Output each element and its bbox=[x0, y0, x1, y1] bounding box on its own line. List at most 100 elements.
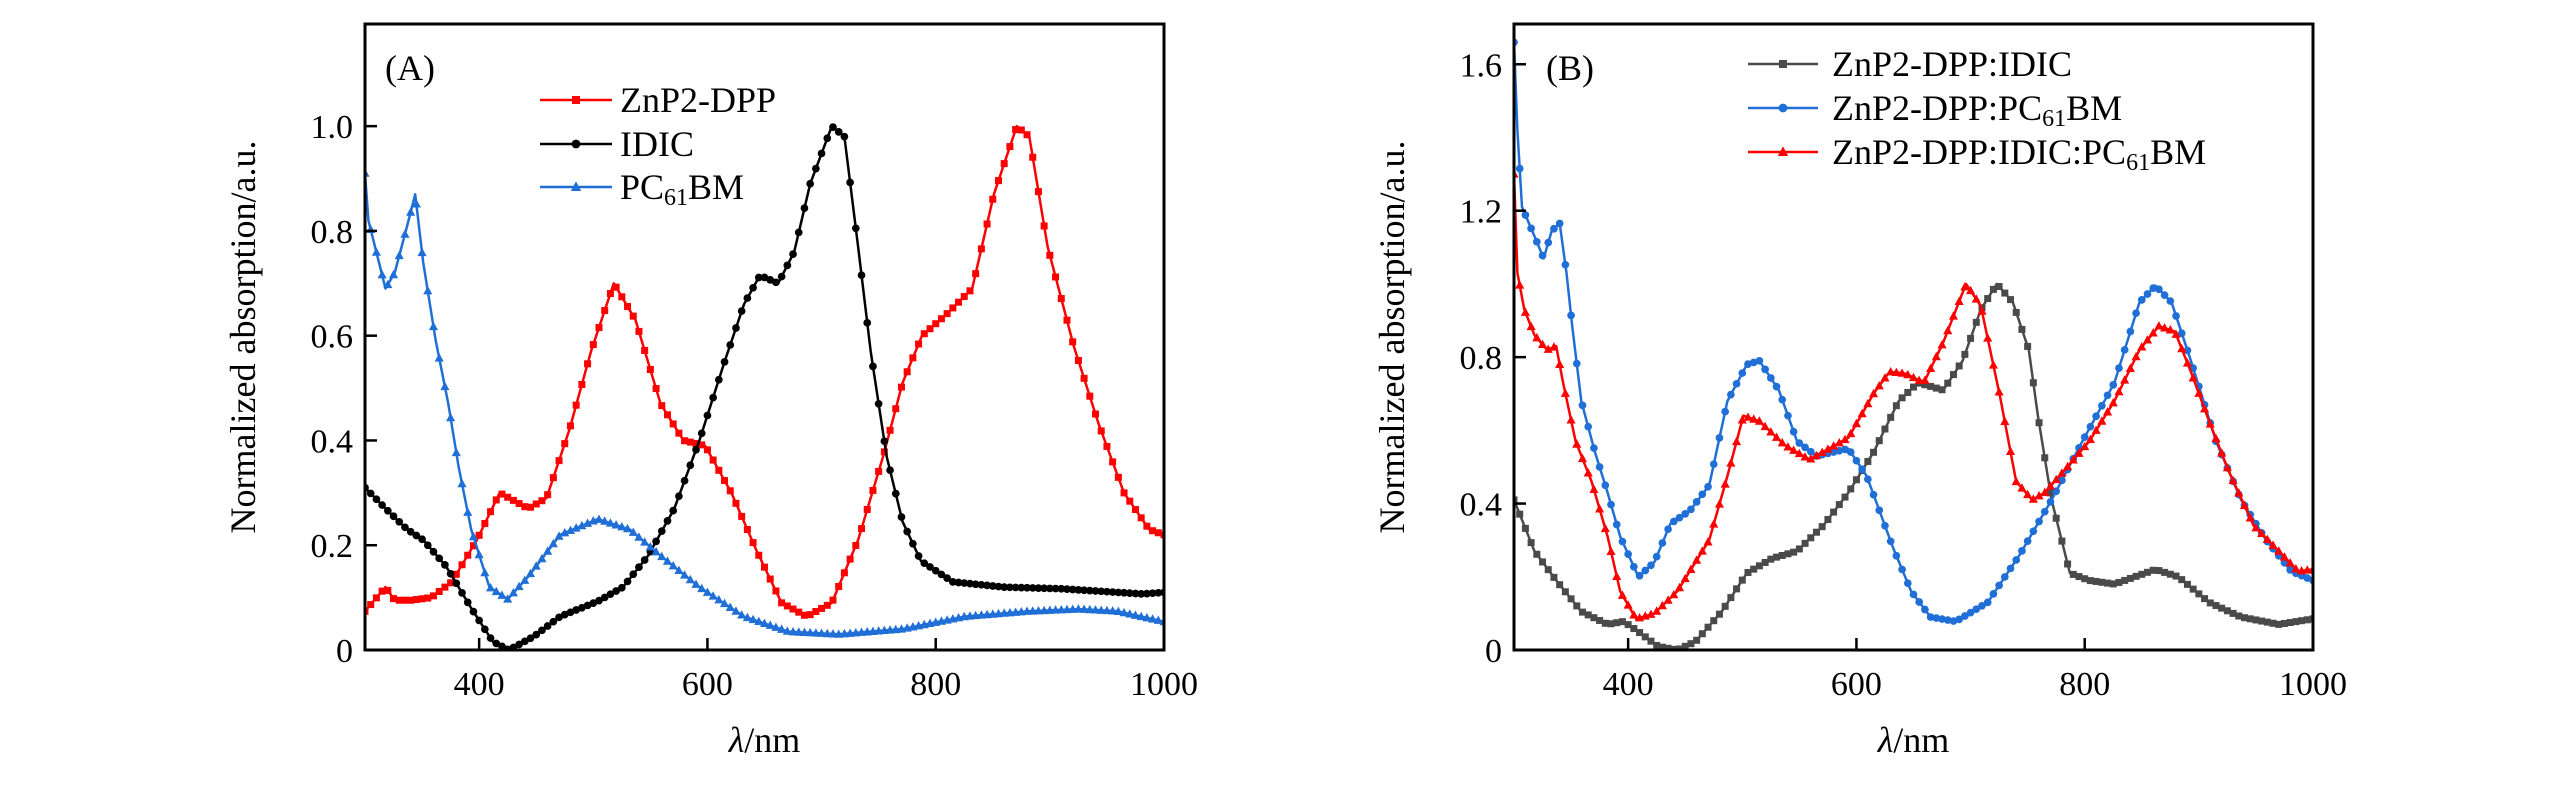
data-point-ZnP2-DPP:PC61BM bbox=[1675, 513, 1684, 522]
data-point-ZnP2-DPP:IDIC:PC61BM bbox=[1800, 452, 1810, 461]
data-point-ZnP2-DPP bbox=[652, 385, 660, 393]
panel-b: 400 600 800 1000 0 0.4 0.8 1.2 1.6 λ/nm Normalized… bbox=[1372, 22, 2347, 760]
data-point-IDIC bbox=[777, 272, 786, 281]
data-point-IDIC bbox=[926, 563, 934, 571]
data-point-ZnP2-DPP:IDIC:PC61BM bbox=[2000, 416, 2010, 425]
data-point-ZnP2-DPP:PC61BM bbox=[1584, 422, 1593, 431]
data-point-ZnP2-DPP:IDIC bbox=[2104, 579, 2112, 587]
data-point-ZnP2-DPP:PC61BM bbox=[1652, 552, 1661, 561]
data-point-ZnP2-DPP bbox=[1114, 473, 1122, 481]
data-point-ZnP2-DPP:IDIC:PC61BM bbox=[1720, 479, 1730, 488]
legend-label: ZnP2-DPP:IDIC bbox=[1832, 44, 2072, 84]
data-point-ZnP2-DPP bbox=[761, 563, 768, 571]
data-point-ZnP2-DPP:IDIC:PC61BM bbox=[2074, 448, 2084, 457]
data-point-PC61BM bbox=[754, 616, 764, 626]
data-point-PC61BM bbox=[725, 602, 735, 611]
data-point-ZnP2-DPP:PC61BM bbox=[1892, 551, 1901, 560]
data-point-ZnP2-DPP:PC61BM bbox=[1983, 598, 1992, 607]
data-point-ZnP2-DPP:IDIC:PC61BM bbox=[1566, 415, 1576, 424]
data-point-ZnP2-DPP:PC61BM bbox=[1692, 497, 1701, 506]
data-point-ZnP2-DPP:IDIC:PC61BM bbox=[1692, 555, 1702, 564]
series-line-ZnP2-DPP bbox=[365, 124, 1164, 618]
data-point-ZnP2-DPP:IDIC bbox=[2303, 616, 2311, 624]
data-point-ZnP2-DPP:PC61BM bbox=[1732, 379, 1741, 388]
data-point-IDIC bbox=[1125, 589, 1134, 597]
data-point-PC61BM bbox=[520, 575, 530, 584]
data-point-ZnP2-DPP:IDIC bbox=[2143, 568, 2151, 576]
data-point-ZnP2-DPP bbox=[943, 310, 951, 318]
data-point-ZnP2-DPP bbox=[555, 457, 563, 465]
data-point-IDIC bbox=[1143, 589, 1151, 598]
data-point-ZnP2-DPP:IDIC bbox=[1601, 619, 1609, 627]
data-point-ZnP2-DPP:IDIC:PC61BM bbox=[2285, 558, 2295, 567]
data-point-ZnP2-DPP:IDIC bbox=[2132, 572, 2140, 580]
data-point-PC61BM bbox=[371, 247, 381, 256]
data-point-ZnP2-DPP:IDIC bbox=[1687, 640, 1695, 648]
data-point-ZnP2-DPP:IDIC:PC61BM bbox=[1926, 363, 1936, 373]
data-point-IDIC bbox=[846, 178, 854, 187]
data-point-ZnP2-DPP bbox=[624, 302, 632, 310]
data-point-ZnP2-DPP bbox=[458, 561, 466, 569]
data-point-PC61BM bbox=[691, 579, 701, 588]
data-point-ZnP2-DPP:IDIC:PC61BM bbox=[1606, 546, 1616, 555]
data-point-ZnP2-DPP bbox=[818, 604, 826, 612]
data-point-PC61BM bbox=[822, 628, 832, 638]
data-point-ZnP2-DPP:IDIC bbox=[1527, 539, 1535, 547]
data-point-ZnP2-DPP bbox=[532, 500, 540, 508]
data-point-ZnP2-DPP bbox=[937, 315, 945, 323]
data-point-ZnP2-DPP:PC61BM bbox=[2000, 573, 2009, 581]
legend-label: ZnP2-DPP bbox=[620, 80, 776, 120]
data-point-PC61BM bbox=[531, 561, 541, 570]
data-point-ZnP2-DPP:PC61BM bbox=[1869, 490, 1878, 499]
data-point-ZnP2-DPP bbox=[663, 411, 671, 419]
data-point-ZnP2-DPP:IDIC bbox=[1641, 633, 1649, 641]
data-point-ZnP2-DPP:IDIC:PC61BM bbox=[2182, 358, 2192, 367]
data-point-ZnP2-DPP:IDIC bbox=[1653, 641, 1661, 649]
data-point-PC61BM bbox=[817, 628, 827, 637]
data-point-ZnP2-DPP:PC61BM bbox=[1801, 443, 1809, 452]
data-point-IDIC bbox=[623, 577, 632, 586]
data-point-ZnP2-DPP:IDIC bbox=[1750, 565, 1758, 573]
data-point-ZnP2-DPP:IDIC:PC61BM bbox=[1726, 458, 1736, 467]
series-group bbox=[365, 123, 1164, 650]
data-point-IDIC bbox=[732, 324, 740, 332]
data-point-PC61BM bbox=[508, 588, 518, 597]
data-point-ZnP2-DPP bbox=[1109, 458, 1117, 466]
data-point-ZnP2-DPP bbox=[549, 474, 557, 482]
data-point-ZnP2-DPP bbox=[738, 512, 746, 520]
data-point-ZnP2-DPP:IDIC:PC61BM bbox=[2234, 488, 2244, 497]
data-point-ZnP2-DPP:IDIC:PC61BM bbox=[1543, 344, 1553, 353]
data-point-ZnP2-DPP:IDIC bbox=[2121, 576, 2129, 584]
data-point-ZnP2-DPP:IDIC:PC61BM bbox=[2279, 552, 2290, 561]
data-point-ZnP2-DPP:PC61BM bbox=[1806, 447, 1815, 456]
y-tick-label: 1.2 bbox=[1460, 194, 1503, 231]
data-point-ZnP2-DPP bbox=[441, 583, 449, 591]
data-point-ZnP2-DPP:PC61BM bbox=[1841, 445, 1849, 454]
data-point-ZnP2-DPP:PC61BM bbox=[1561, 260, 1570, 269]
data-point-ZnP2-DPP:IDIC:PC61BM bbox=[1760, 421, 1770, 431]
data-point-ZnP2-DPP:IDIC bbox=[2041, 454, 2049, 462]
data-point-IDIC bbox=[714, 375, 723, 384]
data-point-IDIC bbox=[1085, 586, 1094, 595]
data-point-PC61BM bbox=[491, 586, 501, 596]
data-point-ZnP2-DPP:PC61BM bbox=[1624, 550, 1632, 558]
data-point-PC61BM bbox=[697, 583, 707, 593]
data-point-ZnP2-DPP:PC61BM bbox=[1709, 460, 1718, 469]
data-point-ZnP2-DPP:IDIC bbox=[2183, 580, 2191, 588]
x-axis-label: λ/nm bbox=[1877, 720, 1950, 760]
data-point-ZnP2-DPP:IDIC:PC61BM bbox=[2091, 425, 2101, 434]
data-point-ZnP2-DPP bbox=[452, 570, 460, 578]
data-point-ZnP2-DPP:IDIC bbox=[1795, 545, 1803, 553]
data-point-IDIC bbox=[486, 634, 495, 642]
legend-item-ZnP2-DPP: ZnP2-DPP bbox=[540, 80, 776, 120]
data-point-IDIC bbox=[686, 461, 695, 470]
data-point-PC61BM bbox=[571, 523, 581, 532]
legend-label: IDIC bbox=[620, 124, 694, 164]
data-point-ZnP2-DPP:IDIC bbox=[1927, 382, 1935, 390]
y-tick-label: 1.0 bbox=[311, 109, 354, 146]
data-point-ZnP2-DPP:IDIC bbox=[1881, 425, 1889, 433]
data-point-ZnP2-DPP:IDIC bbox=[2069, 570, 2077, 578]
data-point-IDIC bbox=[948, 578, 957, 586]
data-point-ZnP2-DPP bbox=[492, 496, 500, 504]
data-point-ZnP2-DPP:IDIC bbox=[1514, 496, 1518, 504]
